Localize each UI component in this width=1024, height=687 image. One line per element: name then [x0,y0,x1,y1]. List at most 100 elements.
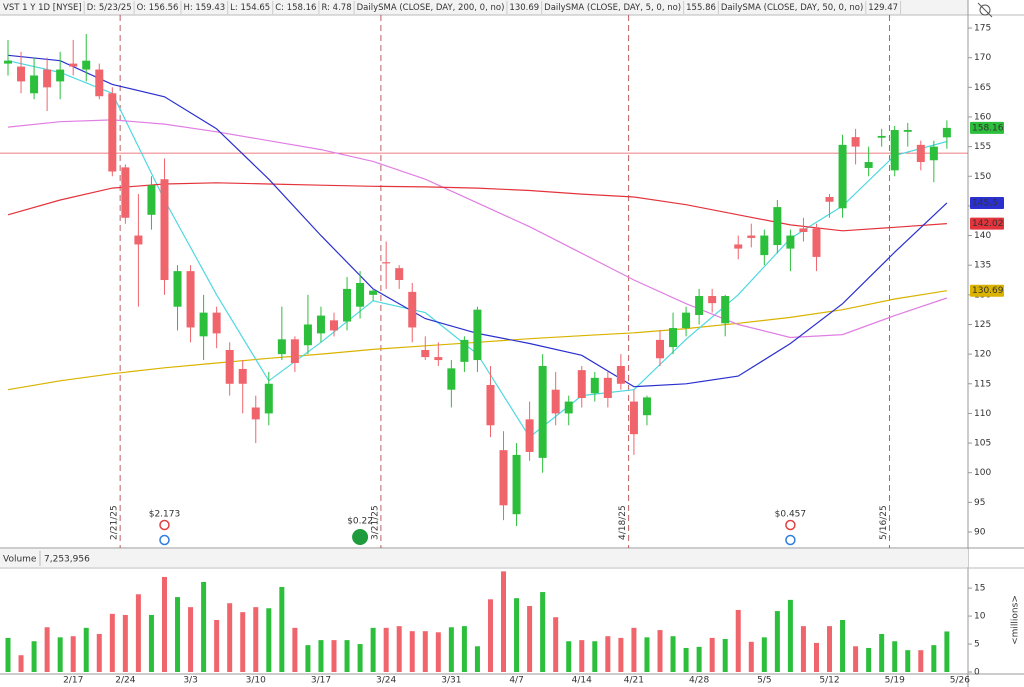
volume-bar [31,641,37,672]
candle-body [4,60,12,64]
volume-bar [370,627,376,672]
price-badge [970,121,1004,134]
candle-body [316,315,325,334]
candle-body [864,162,873,168]
candle-body [538,365,547,458]
volume-bar [70,636,76,672]
volume-bar [109,613,115,672]
volume-bar [409,631,415,672]
candle-body [590,377,599,394]
earnings-icon [352,529,369,545]
settings-icon[interactable] [977,2,993,18]
volume-bar [83,627,89,672]
y-tick-label: 140 [974,231,991,241]
candle-body [786,235,795,249]
header-text: DailySMA (CLOSE, DAY, 50, 0, no) [721,3,863,13]
volume-bar [344,640,350,672]
candle-body [695,296,704,315]
header-text: 129.47 [868,3,898,13]
price-badge-label: 130.69 [972,286,1004,296]
header-text: 155.86 [686,3,716,13]
candle-body [760,235,769,256]
candle-body [160,179,169,281]
volume-bar [514,598,520,672]
x-tick-label: 3/10 [246,676,266,686]
volume-bar [487,599,493,672]
y-tick-label: 135 [974,261,991,271]
candle-body [395,268,404,281]
candle-body [669,328,678,348]
candle-body [851,137,860,147]
candle-body [303,324,312,346]
volume-bar [722,639,728,672]
header-text: R: 4.78 [321,3,351,13]
candle-body [877,135,886,138]
header-text: O: 156.56 [137,3,179,13]
icon[interactable] [977,2,993,18]
x-tick-label: 2/17 [63,676,83,686]
candle-body [343,288,352,322]
candle-body [721,296,730,324]
dividend-icon [159,519,170,531]
candle-body [890,130,899,171]
volume-unit: <millions> [1011,595,1021,645]
y-tick-label: 175 [974,24,991,34]
volume-bar [188,607,194,672]
candle-body [147,185,156,215]
expiration-label: 2/21/25 [110,505,120,540]
volume-bar [592,641,598,672]
candle-body [199,312,208,337]
volume-bar [800,626,806,672]
header-text: 130.69 [509,3,539,13]
candle-body [434,357,443,361]
volume-bar [201,581,207,672]
candle-body [656,339,664,359]
volume-bar [579,640,585,672]
volume-bar [918,650,924,672]
candle-body [825,197,834,202]
volume-bar [396,626,402,672]
volume-tick-label: 15 [974,584,985,594]
x-tick-label: 2/24 [115,676,135,686]
candle-body [773,207,782,246]
x-tick-label: 5/19 [885,676,905,686]
candle-body [95,69,104,97]
x-tick-label: 4/14 [572,676,592,686]
header-text: DailySMA (CLOSE, DAY, 5, 0, no) [544,3,681,13]
volume-bar [631,627,637,672]
volume-bar [122,614,128,672]
volume-bar [566,641,572,672]
candle-body [82,60,91,70]
candle-body [330,320,338,331]
volume-bar [161,576,167,672]
candle-body [173,271,182,307]
volume-bar [253,607,259,672]
icon[interactable] [979,4,991,16]
header-text: H: 159.43 [183,3,225,13]
x-tick-label: 3/3 [183,676,197,686]
candle-body [56,69,65,82]
y-tick-label: 155 [974,142,991,152]
volume-bar [827,626,833,672]
volume-bar [774,611,780,672]
price-badge [970,217,1004,230]
candle-body [525,419,534,452]
x-tick-label: 3/17 [311,676,331,686]
candle-body [551,389,560,414]
candle-body [812,228,821,257]
volume-bar [944,631,950,672]
volume-bar [96,633,102,672]
candle-body [212,312,221,334]
candle-body [421,349,430,358]
info-icon [159,534,170,546]
candle-body [356,282,365,307]
y-tick-label: 150 [974,172,991,182]
candle-body [277,339,286,355]
volume-bar [435,632,441,672]
volume-bar [787,599,793,672]
candle-body [682,312,691,329]
volume-header-bar [0,549,968,567]
candle-body [629,401,638,435]
candle-body [238,368,247,384]
